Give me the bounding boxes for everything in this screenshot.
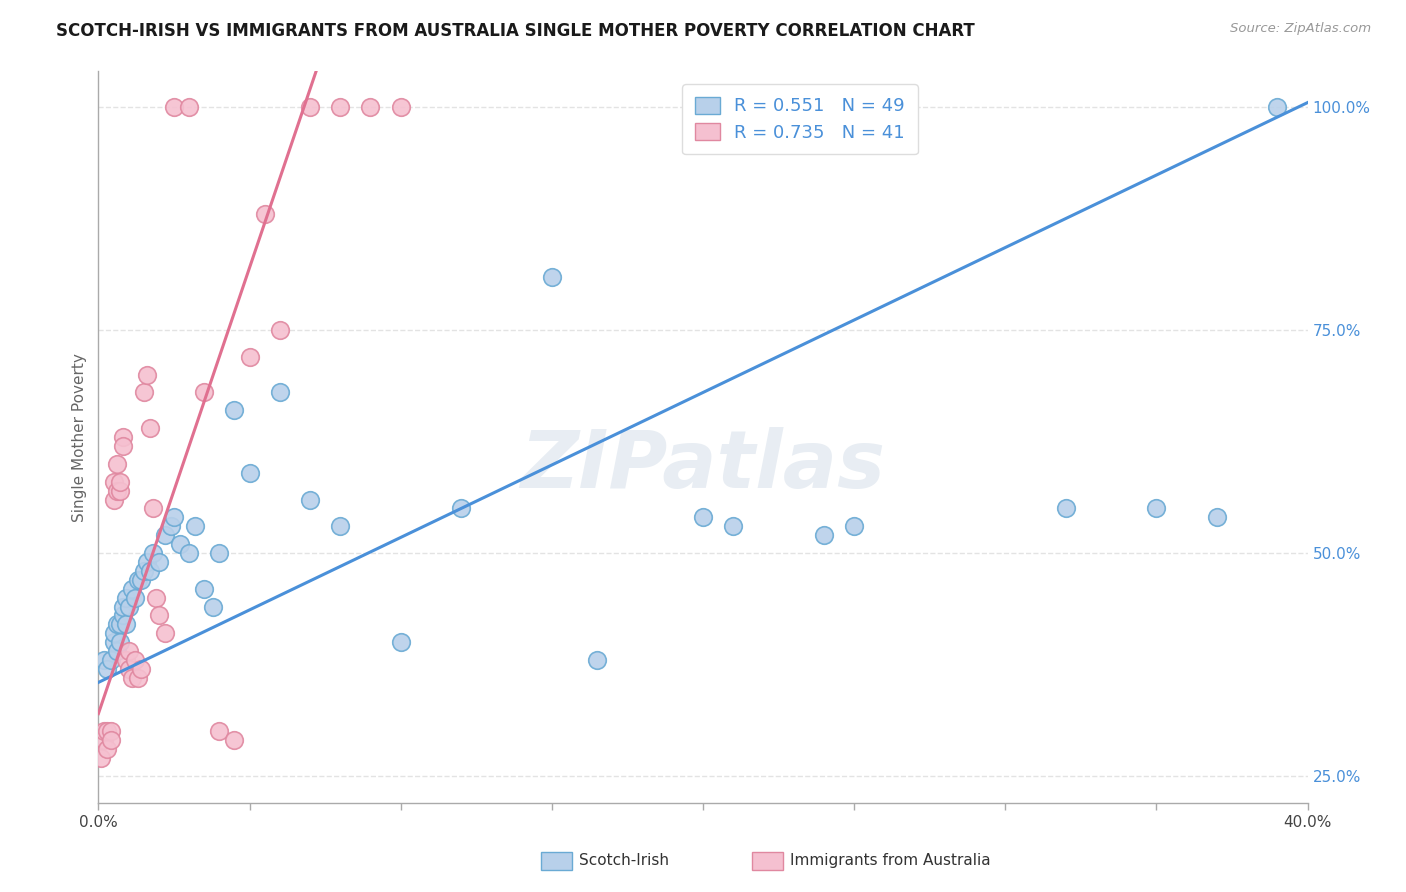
- Point: [208, 724, 231, 739]
- Point: [540, 269, 562, 284]
- Point: [163, 510, 186, 524]
- Point: [139, 564, 162, 578]
- Point: [100, 653, 122, 667]
- Point: [148, 608, 170, 623]
- Point: [202, 599, 225, 614]
- Point: [1206, 510, 1229, 524]
- Point: [111, 608, 134, 623]
- Point: [105, 483, 128, 498]
- Point: [121, 582, 143, 596]
- Point: [179, 100, 201, 114]
- Point: [224, 403, 246, 417]
- Point: [163, 100, 186, 114]
- Text: Immigrants from Australia: Immigrants from Australia: [790, 854, 991, 868]
- Point: [93, 733, 115, 747]
- Point: [111, 599, 134, 614]
- Point: [269, 323, 291, 337]
- Point: [100, 724, 122, 739]
- Point: [105, 644, 128, 658]
- Text: Source: ZipAtlas.com: Source: ZipAtlas.com: [1230, 22, 1371, 36]
- Point: [1267, 100, 1289, 114]
- Point: [153, 626, 176, 640]
- Point: [142, 546, 165, 560]
- Point: [105, 617, 128, 632]
- Point: [114, 591, 136, 605]
- Point: [253, 207, 276, 221]
- Point: [124, 653, 146, 667]
- Point: [93, 724, 115, 739]
- Point: [127, 671, 149, 685]
- Point: [169, 537, 191, 551]
- Point: [184, 519, 207, 533]
- Point: [103, 635, 125, 649]
- Point: [1054, 501, 1077, 516]
- Point: [108, 483, 131, 498]
- Point: [118, 644, 141, 658]
- Point: [153, 528, 176, 542]
- Point: [105, 457, 128, 471]
- Point: [329, 519, 352, 533]
- Point: [93, 653, 115, 667]
- Point: [208, 546, 231, 560]
- Point: [96, 724, 118, 739]
- Point: [224, 733, 246, 747]
- Point: [179, 546, 201, 560]
- Point: [239, 350, 262, 364]
- Point: [299, 100, 322, 114]
- Point: [118, 599, 141, 614]
- Text: SCOTCH-IRISH VS IMMIGRANTS FROM AUSTRALIA SINGLE MOTHER POVERTY CORRELATION CHAR: SCOTCH-IRISH VS IMMIGRANTS FROM AUSTRALI…: [56, 22, 974, 40]
- Point: [360, 100, 382, 114]
- Point: [142, 501, 165, 516]
- Point: [90, 751, 112, 765]
- Point: [127, 573, 149, 587]
- Point: [114, 617, 136, 632]
- Point: [844, 519, 866, 533]
- Point: [124, 591, 146, 605]
- Text: Scotch-Irish: Scotch-Irish: [579, 854, 669, 868]
- Point: [103, 475, 125, 489]
- Point: [118, 662, 141, 676]
- Point: [389, 635, 412, 649]
- Point: [723, 519, 745, 533]
- Point: [145, 591, 167, 605]
- Point: [135, 368, 157, 382]
- Text: ZIPatlas: ZIPatlas: [520, 427, 886, 506]
- Legend: R = 0.551   N = 49, R = 0.735   N = 41: R = 0.551 N = 49, R = 0.735 N = 41: [682, 84, 918, 154]
- Point: [135, 555, 157, 569]
- Point: [813, 528, 835, 542]
- Point: [108, 617, 131, 632]
- Point: [114, 653, 136, 667]
- Point: [108, 475, 131, 489]
- Point: [269, 385, 291, 400]
- Point: [96, 742, 118, 756]
- Point: [389, 100, 412, 114]
- Point: [1144, 501, 1167, 516]
- Point: [139, 421, 162, 435]
- Point: [100, 733, 122, 747]
- Point: [692, 510, 714, 524]
- Point: [111, 430, 134, 444]
- Y-axis label: Single Mother Poverty: Single Mother Poverty: [72, 352, 87, 522]
- Point: [103, 626, 125, 640]
- Point: [121, 671, 143, 685]
- Point: [239, 466, 262, 480]
- Point: [103, 492, 125, 507]
- Point: [129, 573, 152, 587]
- Point: [132, 564, 155, 578]
- Point: [193, 385, 215, 400]
- Point: [160, 519, 183, 533]
- Point: [111, 439, 134, 453]
- Point: [132, 385, 155, 400]
- Point: [586, 653, 609, 667]
- Point: [108, 635, 131, 649]
- Point: [299, 492, 322, 507]
- Point: [96, 662, 118, 676]
- Point: [129, 662, 152, 676]
- Point: [148, 555, 170, 569]
- Point: [450, 501, 472, 516]
- Point: [193, 582, 215, 596]
- Point: [329, 100, 352, 114]
